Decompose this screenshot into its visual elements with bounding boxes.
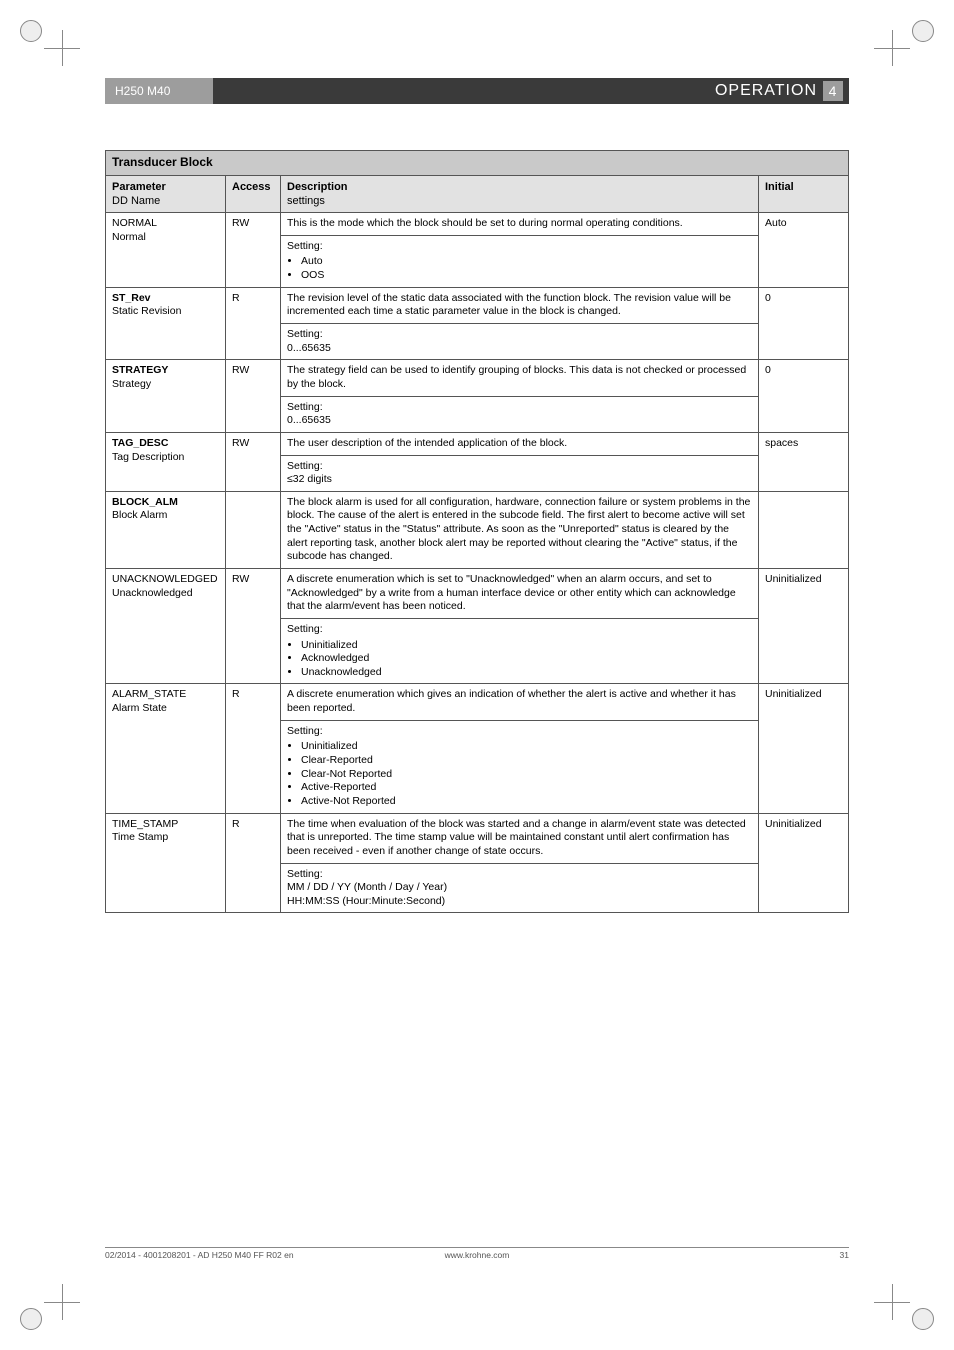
crop-mark-tl xyxy=(20,20,68,68)
initial-normal: Auto xyxy=(759,213,849,288)
col-description: Descriptionsettings xyxy=(281,175,759,213)
desc-normal-1: This is the mode which the block should … xyxy=(281,213,759,236)
crop-mark-br xyxy=(886,1282,934,1330)
footer-right: 31 xyxy=(601,1250,849,1260)
section-title: OPERATION xyxy=(715,82,817,100)
col-access: Access xyxy=(226,175,281,213)
desc-strev-1: The revision level of the static data as… xyxy=(281,287,759,323)
param-alarmstate: ALARM_STATEAlarm State xyxy=(106,684,226,813)
param-strev: ST_RevStatic Revision xyxy=(106,287,226,360)
crop-mark-bl xyxy=(20,1282,68,1330)
initial-blockalm xyxy=(759,491,849,568)
desc-alarmstate-2: Setting: Uninitialized Clear-Reported Cl… xyxy=(281,720,759,813)
initial-alarmstate: Uninitialized xyxy=(759,684,849,813)
access-blockalm xyxy=(226,491,281,568)
desc-tagdesc-1: The user description of the intended app… xyxy=(281,432,759,455)
access-normal: RW xyxy=(226,213,281,288)
param-normal: NORMALNormal xyxy=(106,213,226,288)
col-initial: Initial xyxy=(759,175,849,213)
param-timestamp: TIME_STAMPTime Stamp xyxy=(106,813,226,913)
desc-unack-2: Setting: Uninitialized Acknowledged Unac… xyxy=(281,618,759,684)
initial-unack: Uninitialized xyxy=(759,569,849,684)
desc-blockalm: The block alarm is used for all configur… xyxy=(281,491,759,568)
desc-unack-1: A discrete enumeration which is set to "… xyxy=(281,569,759,619)
initial-tagdesc: spaces xyxy=(759,432,849,491)
desc-strategy-2: Setting:0...65635 xyxy=(281,396,759,432)
footer-center: www.krohne.com xyxy=(353,1250,601,1260)
access-timestamp: R xyxy=(226,813,281,913)
footer-left: 02/2014 - 4001208201 - AD H250 M40 FF R0… xyxy=(105,1250,353,1260)
param-unack: UNACKNOWLEDGEDUnacknowledged xyxy=(106,569,226,684)
access-unack: RW xyxy=(226,569,281,684)
initial-timestamp: Uninitialized xyxy=(759,813,849,913)
desc-strategy-1: The strategy field can be used to identi… xyxy=(281,360,759,396)
page-footer: 02/2014 - 4001208201 - AD H250 M40 FF R0… xyxy=(105,1247,849,1260)
initial-strategy: 0 xyxy=(759,360,849,433)
desc-alarmstate-1: A discrete enumeration which gives an in… xyxy=(281,684,759,720)
access-alarmstate: R xyxy=(226,684,281,813)
param-tagdesc: TAG_DESCTag Description xyxy=(106,432,226,491)
desc-timestamp-2: Setting: MM / DD / YY (Month / Day / Yea… xyxy=(281,863,759,913)
table-title: Transducer Block xyxy=(106,151,849,176)
access-tagdesc: RW xyxy=(226,432,281,491)
param-strategy: STRATEGYStrategy xyxy=(106,360,226,433)
access-strategy: RW xyxy=(226,360,281,433)
crop-mark-tr xyxy=(886,20,934,68)
desc-normal-2: Setting: Auto OOS xyxy=(281,235,759,287)
section-number: 4 xyxy=(823,81,843,101)
desc-tagdesc-2: Setting:≤32 digits xyxy=(281,455,759,491)
transducer-block-table: Transducer Block ParameterDD Name Access… xyxy=(105,150,849,913)
initial-strev: 0 xyxy=(759,287,849,360)
header-section: OPERATION 4 xyxy=(213,78,849,104)
param-blockalm: BLOCK_ALMBlock Alarm xyxy=(106,491,226,568)
desc-strev-2: Setting:0...65635 xyxy=(281,324,759,360)
col-parameter: ParameterDD Name xyxy=(106,175,226,213)
header-model: H250 M40 xyxy=(105,78,213,104)
desc-timestamp-1: The time when evaluation of the block wa… xyxy=(281,813,759,863)
access-strev: R xyxy=(226,287,281,360)
